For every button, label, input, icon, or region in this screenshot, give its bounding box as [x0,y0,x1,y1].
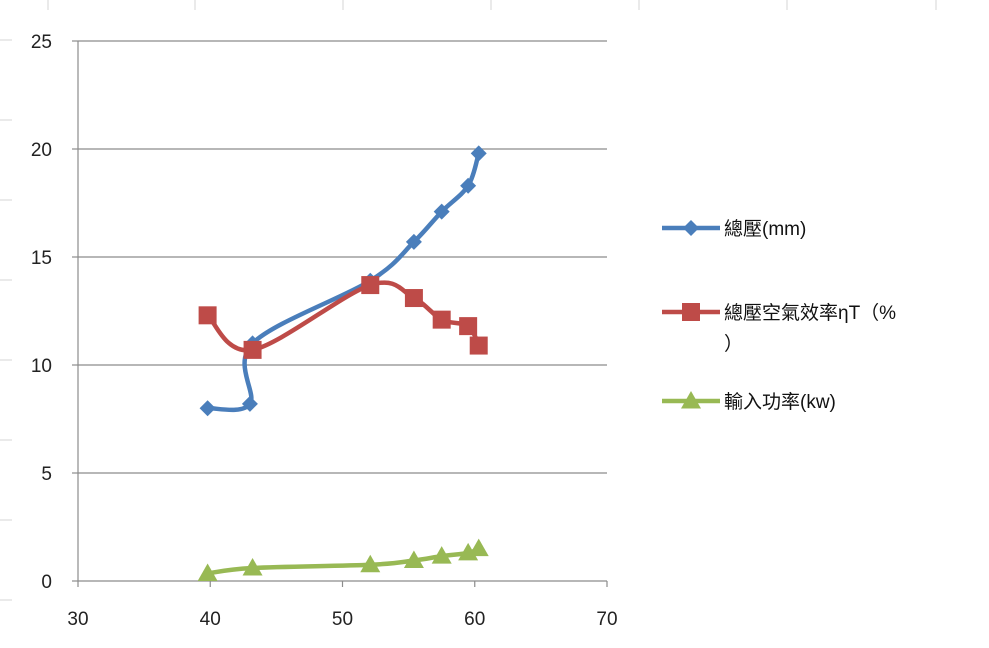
series-1 [199,145,487,417]
series-1-point [470,145,487,162]
series-2-point [243,340,262,359]
series-2-point [361,276,380,295]
legend-entry-2[interactable]: 總壓空氣效率ηT（%） [662,302,896,355]
series-2-point [404,289,423,308]
y-tick-label: 0 [41,572,52,593]
series-1-line [205,151,481,413]
legend-entry-1[interactable]: 總壓(mm) [662,218,806,240]
y-tick-label: 10 [31,356,52,377]
series-3-point [360,554,381,573]
series-1-point [405,233,422,250]
legend-label: 總壓(mm) [724,218,806,240]
series-3-point [431,546,452,564]
y-tick-labels: 0 5 10 15 20 25 [31,32,52,593]
x-tick-label: 40 [200,609,221,630]
y-tick-label: 25 [31,32,52,53]
legend-label: 輸入功率(kw) [724,391,836,413]
chart-canvas: 30 40 50 60 70 0 5 10 15 20 25 總壓(mm) 總壓空氣效率ηT（%） 輸… [31,32,896,630]
series-1-point [433,203,450,220]
chart-area[interactable]: 30 40 50 60 70 0 5 10 15 20 25 總壓(mm) 總壓空氣效率ηT（%） 輸… [12,10,989,648]
legend-label: 總壓空氣效率ηT（%） [724,302,896,355]
series-2-point [198,306,217,325]
series-2-point [432,310,451,329]
series-2 [198,276,488,359]
legend-marker-swatch [681,391,701,409]
y-tick-label: 15 [31,248,52,269]
chart-legend: 總壓(mm) 總壓空氣效率ηT（%） 輸入功率(kw) [662,218,896,413]
series-1-point [199,400,216,417]
legend-marker-swatch [682,303,700,321]
series-1-point [241,395,258,412]
chart-axes [72,40,608,587]
chart-gridlines [78,40,607,474]
series-3-point [468,538,489,557]
series-3-point [403,550,424,568]
x-tick-labels: 30 40 50 60 70 [67,609,617,630]
x-tick-label: 50 [332,609,353,630]
y-tick-label: 20 [31,140,52,161]
y-tick-label: 5 [41,464,52,485]
series-3-point [242,558,263,576]
series-3-point [197,563,218,581]
series-1-point [460,177,477,194]
x-tick-label: 70 [596,609,617,630]
legend-marker-swatch [683,220,699,236]
series-2-point [459,317,478,336]
series-2-point [469,336,488,355]
x-tick-label: 30 [67,609,88,630]
series-3 [197,538,489,581]
legend-entry-3[interactable]: 輸入功率(kw) [662,391,836,413]
x-tick-label: 60 [464,609,485,630]
chart-series [197,145,489,581]
